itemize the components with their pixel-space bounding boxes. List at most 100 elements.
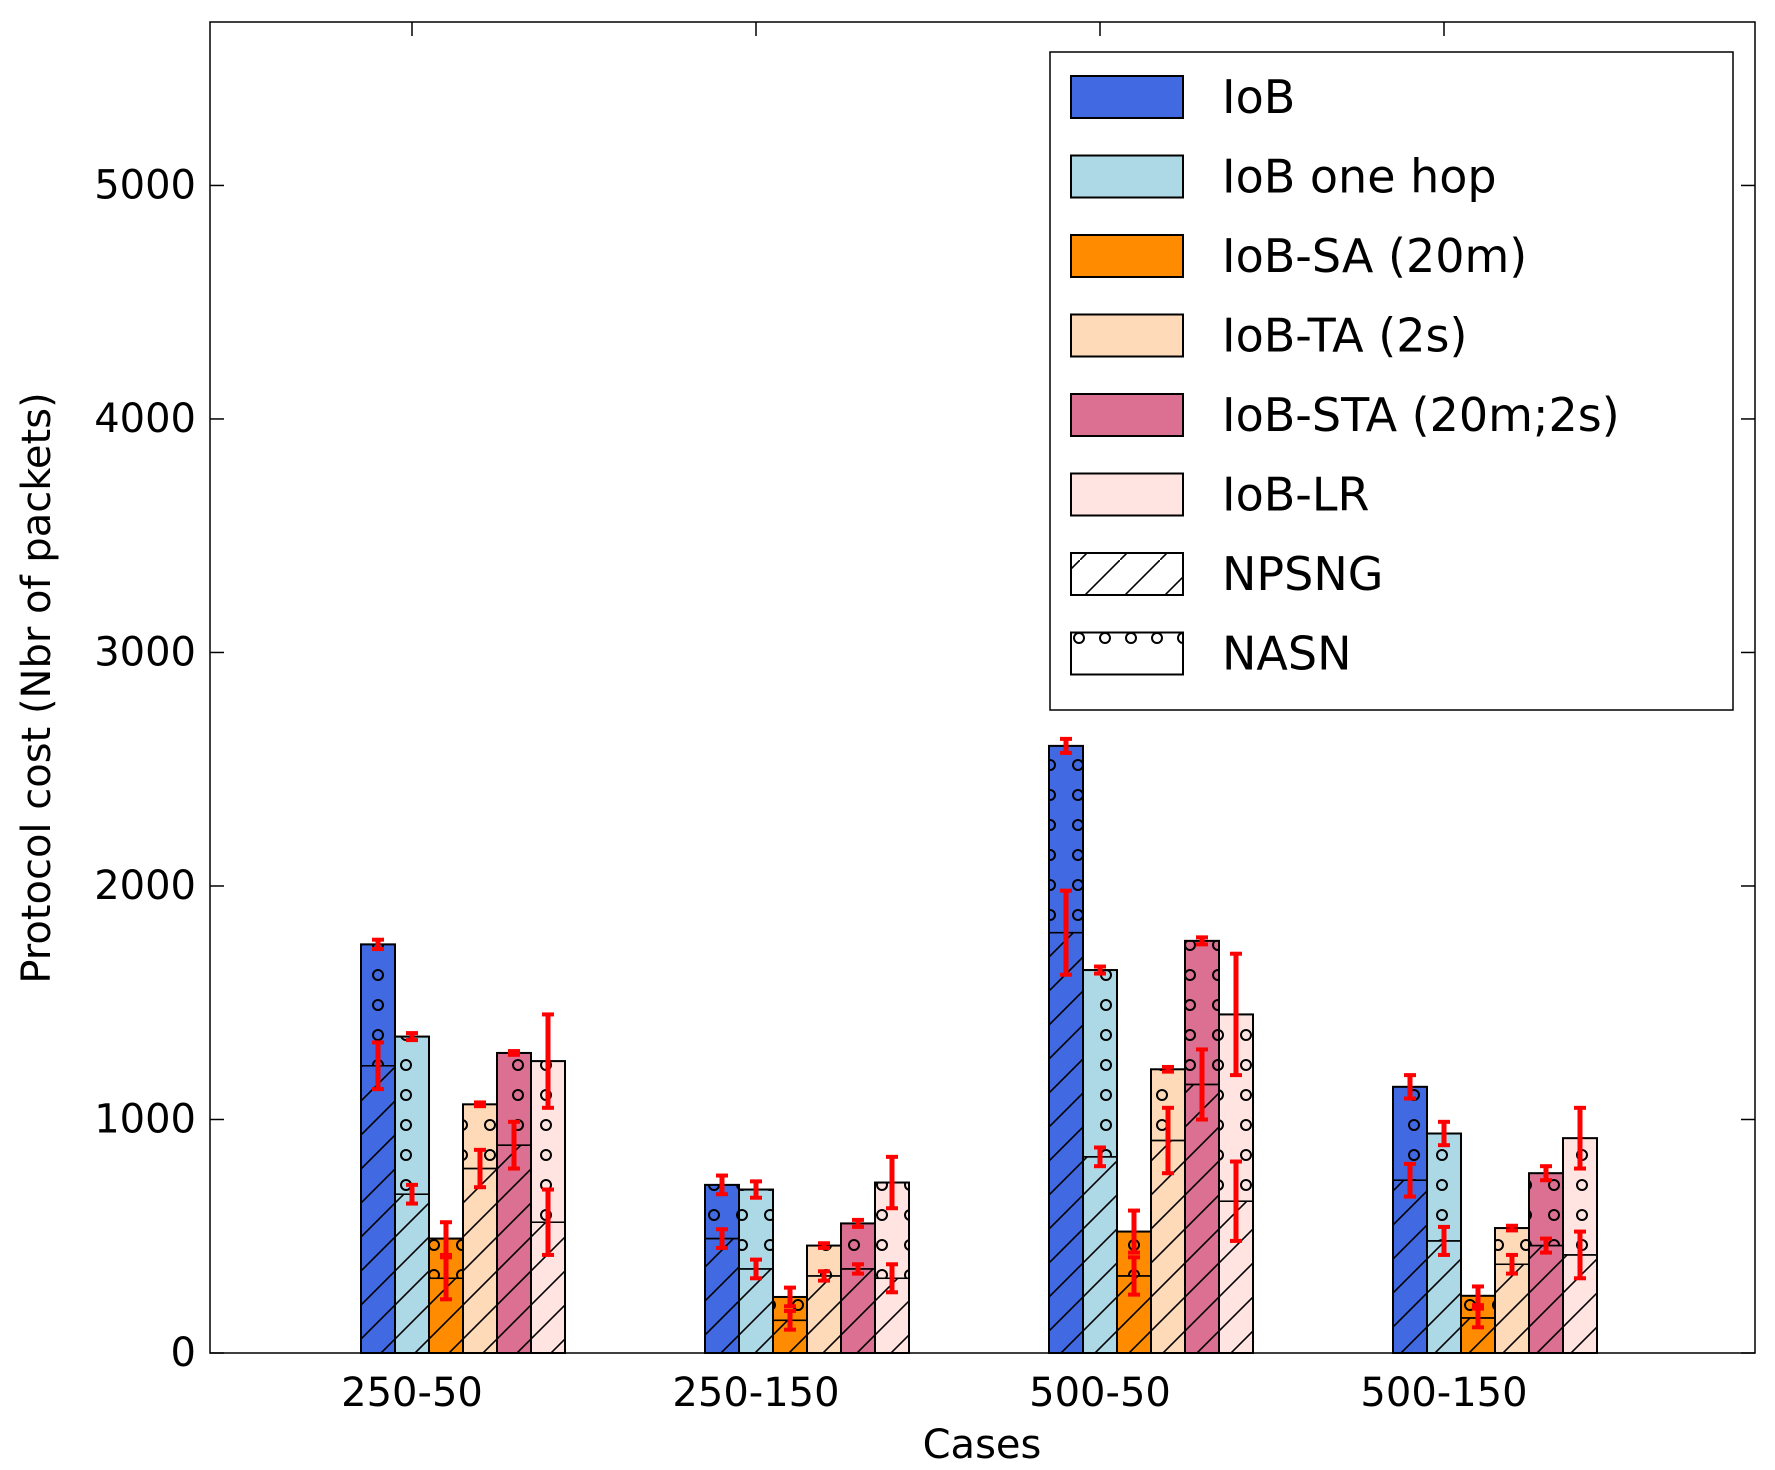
error-bar — [784, 1308, 796, 1332]
error-bar — [1094, 964, 1106, 976]
legend-swatch — [1070, 472, 1184, 517]
y-tick-label: 1000 — [94, 1096, 196, 1142]
error-bar — [818, 1269, 830, 1283]
legend-label: IoB-TA (2s) — [1222, 309, 1467, 363]
bar-nasn-segment — [1426, 1132, 1462, 1242]
legend-label: IoB one hop — [1222, 150, 1497, 204]
bar-group-item — [806, 1244, 842, 1354]
error-bar — [406, 1031, 418, 1043]
error-bar — [474, 1147, 486, 1190]
bar-group-item — [496, 1051, 532, 1355]
legend-label: IoB — [1222, 70, 1295, 124]
bar-nasn-segment — [840, 1222, 876, 1270]
error-bar — [508, 1049, 520, 1057]
error-bar — [1162, 1105, 1174, 1176]
error-bar — [1472, 1306, 1484, 1330]
error-bar — [440, 1220, 452, 1257]
error-bar — [1506, 1223, 1518, 1233]
error-bar — [1196, 1047, 1208, 1122]
bar-nasn-segment — [738, 1188, 774, 1270]
error-bar — [1438, 1119, 1450, 1148]
error-bar — [1230, 951, 1242, 1078]
legend-swatch — [1070, 154, 1184, 199]
legend: IoB IoB one hop IoB-SA (20m) IoB-TA (2s) IoB… — [1049, 51, 1734, 711]
error-bar — [1128, 1208, 1140, 1255]
bar-group-item — [1048, 744, 1084, 1354]
error-bar — [474, 1100, 486, 1109]
legend-label: NPSNG — [1222, 547, 1383, 601]
legend-entry: NPSNG — [1070, 547, 1383, 601]
error-bar — [750, 1179, 762, 1200]
bar-npsng-segment — [1528, 1244, 1564, 1354]
error-bar — [852, 1262, 864, 1276]
bar-npsng-segment — [360, 1065, 396, 1354]
legend-swatch — [1070, 313, 1184, 358]
y-tick-label: 0 — [171, 1330, 196, 1376]
y-tick-label: 3000 — [94, 629, 196, 675]
error-bar — [1230, 1159, 1242, 1243]
error-bar — [508, 1119, 520, 1171]
error-bar — [1404, 1073, 1416, 1101]
bar-nasn-segment — [1528, 1172, 1564, 1247]
error-bar — [440, 1255, 452, 1302]
bar-npsng-segment — [1494, 1263, 1530, 1354]
legend-swatch — [1070, 393, 1184, 437]
bar-npsng-segment — [462, 1167, 498, 1354]
error-bar — [542, 1187, 554, 1257]
error-bar — [1128, 1255, 1140, 1297]
bar-group-item — [874, 1181, 910, 1354]
legend-label: IoB-STA (20m;2s) — [1222, 388, 1620, 442]
legend-swatch-pattern — [1070, 631, 1184, 676]
bar-npsng-segment — [1082, 1156, 1118, 1354]
bar-group-item — [394, 1035, 430, 1354]
error-bar — [716, 1173, 728, 1197]
legend-entry: IoB — [1070, 70, 1295, 124]
error-bar — [1506, 1252, 1518, 1276]
bar-npsng-segment — [704, 1237, 740, 1354]
legend-entry: IoB-TA (2s) — [1070, 309, 1467, 363]
error-bar — [1540, 1236, 1552, 1255]
bar-npsng-segment — [1426, 1240, 1462, 1354]
legend-label: IoB-LR — [1222, 468, 1369, 522]
legend-swatch — [1070, 234, 1184, 278]
bar-group-item — [1494, 1227, 1530, 1354]
error-bar — [886, 1154, 898, 1211]
bar-npsng-segment — [840, 1268, 876, 1354]
error-bar — [1060, 736, 1072, 755]
bar-npsng-segment — [1184, 1083, 1220, 1354]
error-bar — [818, 1241, 830, 1250]
error-bar — [1574, 1105, 1586, 1171]
error-bar — [542, 1012, 554, 1110]
y-tick-label: 4000 — [94, 396, 196, 442]
error-bar — [1540, 1164, 1552, 1183]
legend-entry: IoB-STA (20m;2s) — [1070, 388, 1620, 442]
y-tick-label: 5000 — [94, 162, 196, 208]
error-bar — [372, 1040, 384, 1092]
bar-nasn-segment — [1082, 969, 1118, 1158]
x-tick-label: 250-150 — [672, 1370, 839, 1416]
bar-npsng-segment — [496, 1144, 532, 1354]
error-bar — [1574, 1229, 1586, 1281]
error-bar — [750, 1257, 762, 1281]
error-bar — [716, 1227, 728, 1250]
error-bar — [852, 1217, 864, 1229]
bar-npsng-segment — [738, 1268, 774, 1354]
x-axis-title: Cases — [923, 1422, 1042, 1468]
bar-group-item — [1184, 939, 1220, 1354]
bar-group-item — [360, 943, 396, 1354]
error-bar — [784, 1285, 796, 1309]
y-axis-title: Protocol cost (Nbr of packets) — [14, 392, 60, 983]
bar-group-item — [704, 1183, 740, 1354]
legend-label: IoB-SA (20m) — [1222, 229, 1527, 283]
bar-group-item — [462, 1103, 498, 1354]
bar-group-item — [1082, 969, 1118, 1354]
error-bar — [1472, 1284, 1484, 1308]
bar-group-item — [1528, 1172, 1564, 1354]
error-bar — [1060, 888, 1072, 977]
bar-group-item — [1392, 1085, 1428, 1355]
error-bar — [1162, 1064, 1174, 1074]
error-bar — [1094, 1145, 1106, 1169]
error-bar — [1404, 1161, 1416, 1199]
